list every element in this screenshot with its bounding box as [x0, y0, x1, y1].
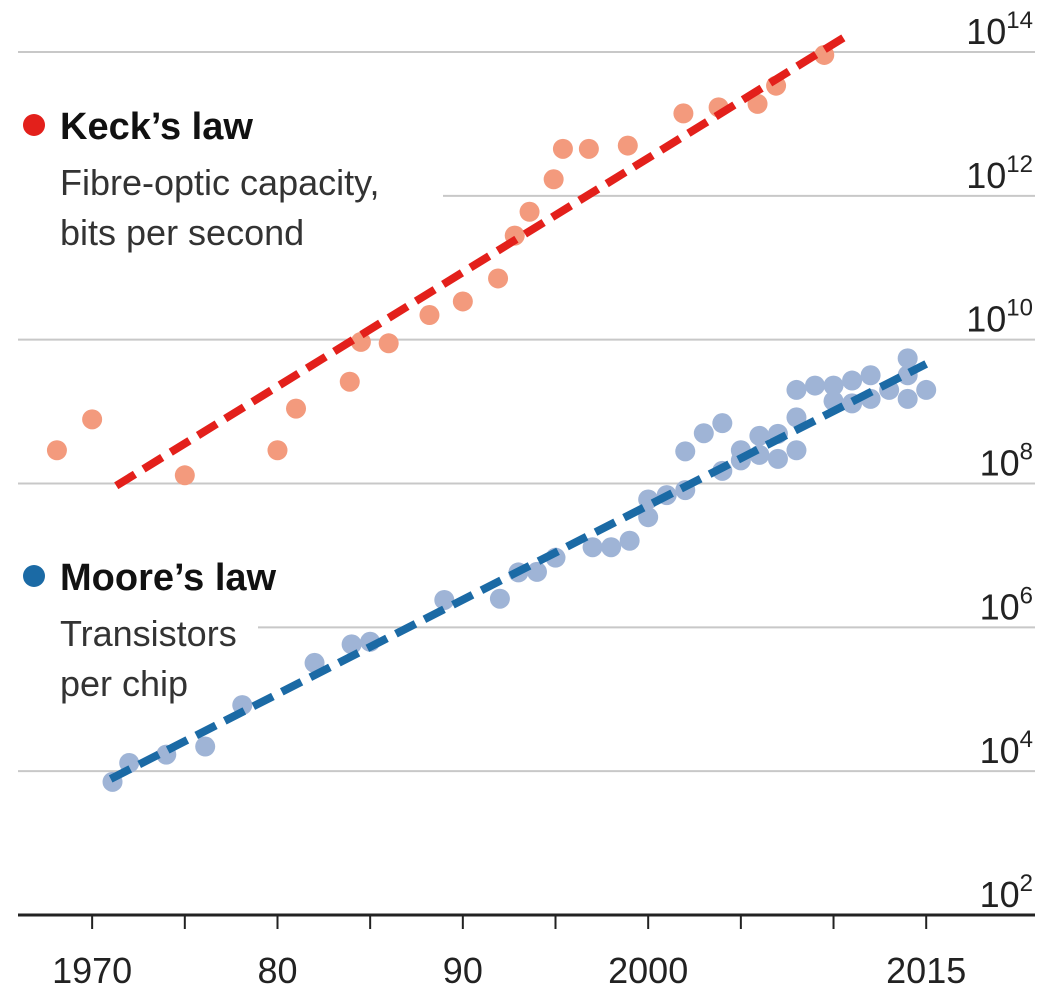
data-point [638, 489, 659, 510]
x-tick-label: 2015 [886, 950, 966, 991]
data-point [712, 413, 733, 434]
data-point [693, 423, 714, 444]
x-tick-label: 2000 [608, 950, 688, 991]
legend-bg [18, 150, 443, 258]
y-tick-exponent: 6 [1020, 582, 1033, 609]
data-point [804, 375, 825, 396]
data-point [82, 409, 103, 430]
y-tick-exponent: 12 [1006, 151, 1033, 178]
legend-marker [23, 565, 45, 587]
data-point [617, 135, 638, 156]
y-tick-base: 10 [966, 299, 1006, 340]
data-point [747, 93, 768, 114]
data-point [767, 448, 788, 469]
data-point [786, 407, 807, 428]
y-tick-label: 106 [980, 582, 1033, 627]
y-tick-label: 104 [980, 726, 1033, 771]
x-tick-label: 80 [257, 950, 297, 991]
data-point [267, 440, 288, 461]
trend-line [114, 30, 853, 490]
data-point [452, 291, 473, 312]
data-point [619, 530, 640, 551]
data-point [578, 138, 599, 159]
data-point [434, 589, 455, 610]
legend-description: bits per second [60, 212, 304, 253]
data-point [378, 333, 399, 354]
y-tick-base: 10 [980, 586, 1020, 627]
data-point [195, 736, 216, 757]
legend-description: Transistors [60, 613, 237, 654]
data-point [526, 561, 547, 582]
y-tick-base: 10 [966, 11, 1006, 52]
data-point [489, 588, 510, 609]
data-point [350, 331, 371, 352]
legend-description: per chip [60, 663, 188, 704]
data-point [786, 379, 807, 400]
y-tick-exponent: 10 [1006, 295, 1033, 322]
y-tick-label: 1010 [966, 295, 1033, 340]
data-point [174, 465, 195, 486]
data-point [304, 652, 325, 673]
data-point [519, 201, 540, 222]
legend-marker [23, 114, 45, 136]
x-tick-label: 1970 [52, 950, 132, 991]
data-point [897, 348, 918, 369]
y-tick-base: 10 [980, 443, 1020, 484]
data-point [842, 370, 863, 391]
data-point [341, 634, 362, 655]
data-point [860, 365, 881, 386]
data-point [673, 103, 694, 124]
data-point [46, 440, 67, 461]
data-point [897, 388, 918, 409]
data-point [823, 375, 844, 396]
data-point [749, 425, 770, 446]
legend-name: Moore’s law [60, 557, 277, 599]
y-tick-label: 108 [980, 439, 1033, 484]
data-point [286, 398, 307, 419]
legend-bg [18, 600, 258, 710]
data-point [488, 268, 509, 289]
data-point [786, 440, 807, 461]
data-point [339, 371, 360, 392]
data-point [552, 138, 573, 159]
y-tick-exponent: 4 [1020, 726, 1033, 753]
data-point [582, 537, 603, 558]
data-point [916, 379, 937, 400]
legend-description: Fibre-optic capacity, [60, 162, 379, 203]
y-tick-exponent: 8 [1020, 439, 1033, 466]
data-point [675, 441, 696, 462]
legend-name: Keck’s law [60, 106, 253, 148]
data-point [543, 169, 564, 190]
x-tick-label: 90 [443, 950, 483, 991]
y-tick-label: 102 [980, 870, 1033, 915]
y-tick-exponent: 14 [1006, 7, 1033, 34]
data-point [419, 305, 440, 326]
y-tick-base: 10 [980, 874, 1020, 915]
y-tick-label: 1014 [966, 7, 1033, 52]
data-point [601, 537, 622, 558]
trend-line [108, 360, 929, 783]
y-tick-base: 10 [966, 155, 1006, 196]
y-tick-base: 10 [980, 730, 1020, 771]
y-tick-exponent: 2 [1020, 870, 1033, 897]
y-tick-label: 1012 [966, 151, 1033, 196]
